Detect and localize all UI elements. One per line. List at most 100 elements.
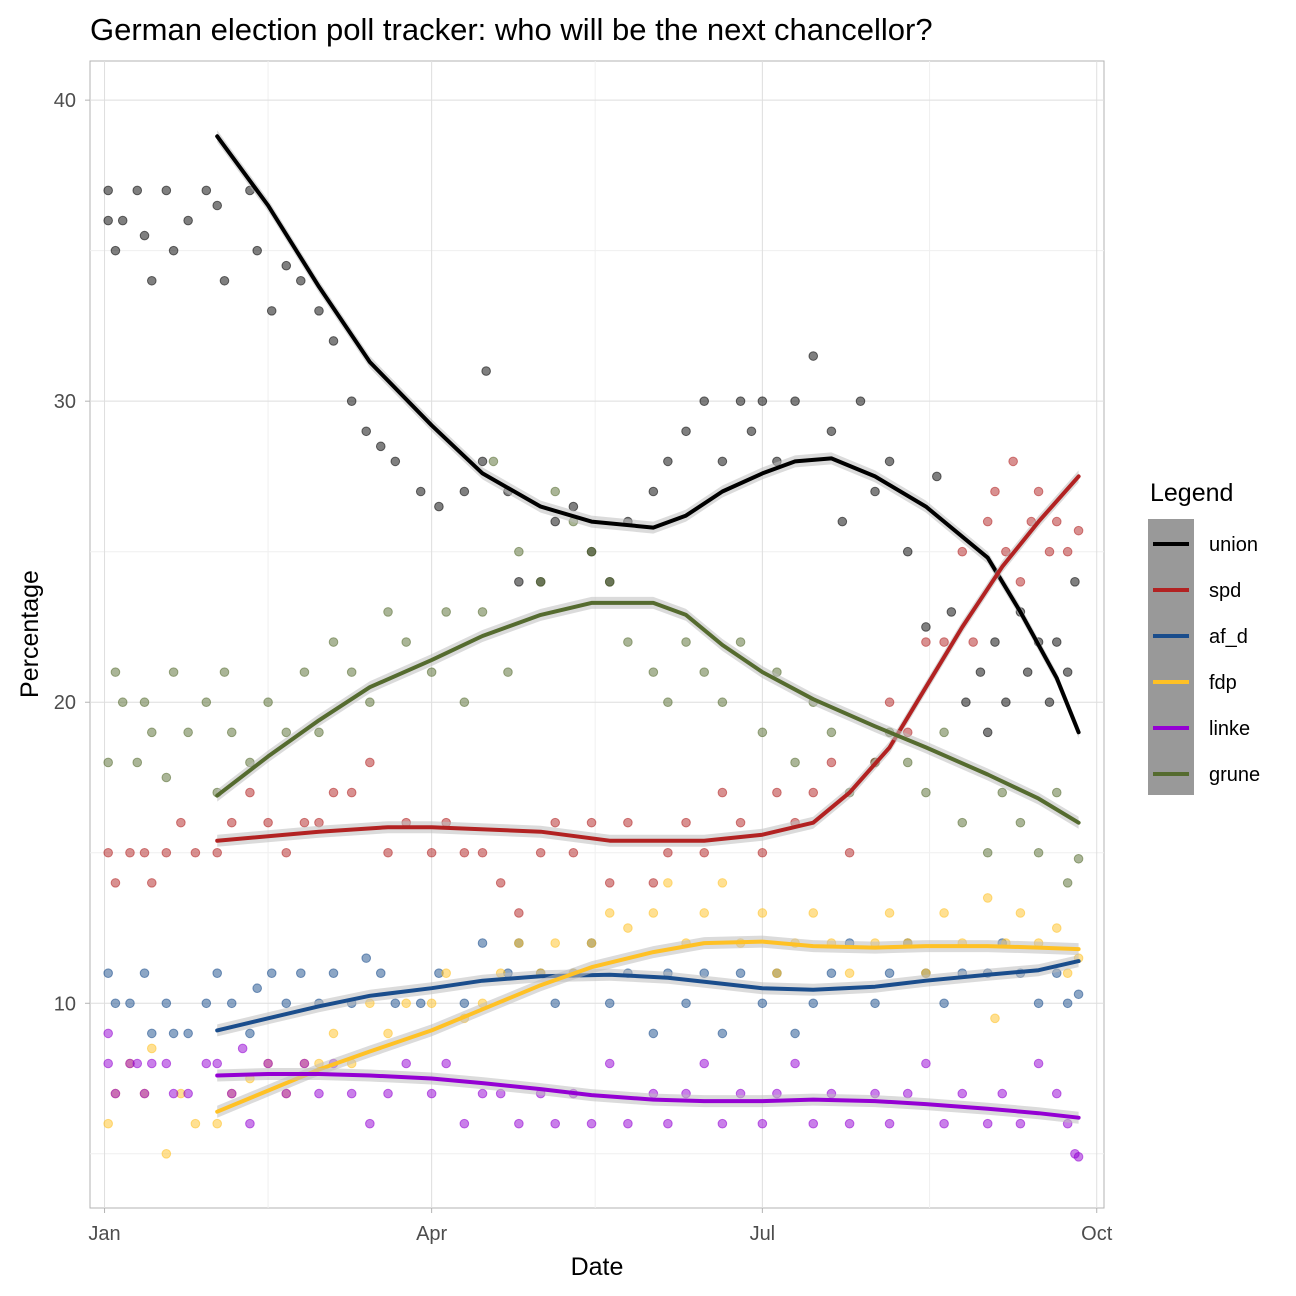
data-point-spd (884, 697, 895, 708)
data-point-union (921, 622, 931, 632)
data-point-grune (681, 637, 691, 647)
data-point-grune (488, 456, 499, 467)
data-point-spd (663, 847, 673, 858)
data-point-union (699, 396, 710, 406)
data-point-af_d (281, 998, 292, 1009)
data-point-linke (1051, 1088, 1062, 1099)
data-point-grune (365, 697, 375, 708)
y-tick-label: 20 (54, 692, 76, 714)
data-point-union (648, 486, 659, 497)
data-point-union (201, 185, 212, 196)
data-point-af_d (245, 1028, 255, 1039)
data-point-linke (146, 1058, 157, 1069)
x-axis-title: Date (571, 1253, 624, 1281)
trend-line-fdp (215, 939, 1081, 1114)
data-point-grune (1033, 847, 1044, 858)
x-tick-label: Jan (88, 1223, 120, 1245)
data-point-spd (226, 817, 237, 828)
data-point-spd (826, 757, 837, 768)
data-point-linke (245, 1118, 255, 1129)
data-point-union (168, 245, 179, 256)
trend-line-af_d (215, 959, 1081, 1033)
data-point-union (295, 275, 306, 286)
data-point-union (1001, 697, 1011, 708)
y-tick-label: 30 (54, 391, 76, 413)
data-point-grune (514, 546, 524, 557)
data-point-fdp (663, 878, 673, 888)
data-point-grune (735, 637, 746, 647)
legend-title: Legend (1150, 479, 1233, 507)
data-point-af_d (1033, 998, 1044, 1009)
data-point-union (1062, 667, 1073, 677)
data-point-spd (426, 847, 437, 858)
data-point-fdp (604, 908, 615, 918)
data-point-spd (146, 878, 157, 888)
grid-lines (90, 61, 1104, 1208)
data-point-union (110, 245, 121, 256)
data-point-union (757, 396, 768, 406)
data-point-linke (982, 1118, 993, 1129)
y-axis-title: Percentage (16, 570, 44, 698)
data-point-fdp (717, 878, 728, 888)
data-point-spd (477, 847, 488, 858)
data-point-spd (459, 847, 470, 858)
data-point-linke (183, 1088, 193, 1099)
trend-line-linke (215, 1072, 1081, 1120)
data-point-spd (1062, 546, 1073, 557)
data-point-spd (681, 817, 691, 828)
data-point-union (1022, 667, 1033, 677)
data-point-union (132, 185, 143, 196)
data-point-linke (237, 1043, 248, 1054)
data-point-union (390, 456, 401, 467)
data-point-union (550, 516, 561, 527)
data-point-union (663, 456, 673, 467)
data-point-spd (939, 637, 949, 647)
data-point-linke (401, 1058, 411, 1069)
data-point-fdp (699, 908, 710, 918)
data-point-fdp (212, 1118, 223, 1129)
data-point-grune (459, 697, 470, 708)
data-point-linke (212, 1058, 223, 1069)
data-point-union (735, 396, 746, 406)
data-point-af_d (252, 983, 262, 994)
data-point-fdp (982, 893, 993, 903)
data-point-spd (982, 516, 993, 527)
data-point-fdp (1015, 908, 1026, 918)
data-point-spd (281, 847, 292, 858)
data-point-af_d (375, 968, 386, 978)
data-point-fdp (514, 938, 524, 948)
data-point-spd (586, 817, 597, 828)
data-point-af_d (361, 953, 372, 963)
data-point-grune (699, 667, 710, 677)
data-point-spd (245, 787, 255, 798)
data-point-linke (921, 1058, 931, 1069)
data-point-af_d (146, 1028, 157, 1039)
data-point-af_d (757, 998, 768, 1009)
data-point-union (161, 185, 172, 196)
data-point-spd (383, 847, 393, 858)
data-point-fdp (190, 1118, 201, 1129)
data-point-linke (884, 1118, 895, 1129)
data-point-grune (648, 667, 659, 677)
data-point-spd (103, 847, 113, 858)
data-point-grune (503, 667, 513, 677)
data-point-grune (477, 607, 488, 617)
data-point-af_d (295, 968, 306, 978)
data-point-spd (1033, 486, 1044, 497)
data-point-af_d (110, 998, 121, 1009)
data-point-linke (139, 1088, 150, 1099)
data-point-grune (586, 546, 597, 557)
data-point-linke (514, 1118, 524, 1129)
data-point-spd (212, 847, 223, 858)
legend-label-spd: spd (1209, 580, 1241, 602)
data-point-spd (968, 637, 978, 647)
data-point-linke (717, 1118, 728, 1129)
trend-lines (215, 130, 1081, 1124)
data-point-af_d (1073, 989, 1084, 1000)
data-point-grune (201, 697, 212, 708)
data-point-linke (263, 1058, 273, 1069)
data-point-grune (826, 727, 837, 738)
trend-line-grune (215, 600, 1081, 825)
data-point-union (346, 396, 357, 406)
